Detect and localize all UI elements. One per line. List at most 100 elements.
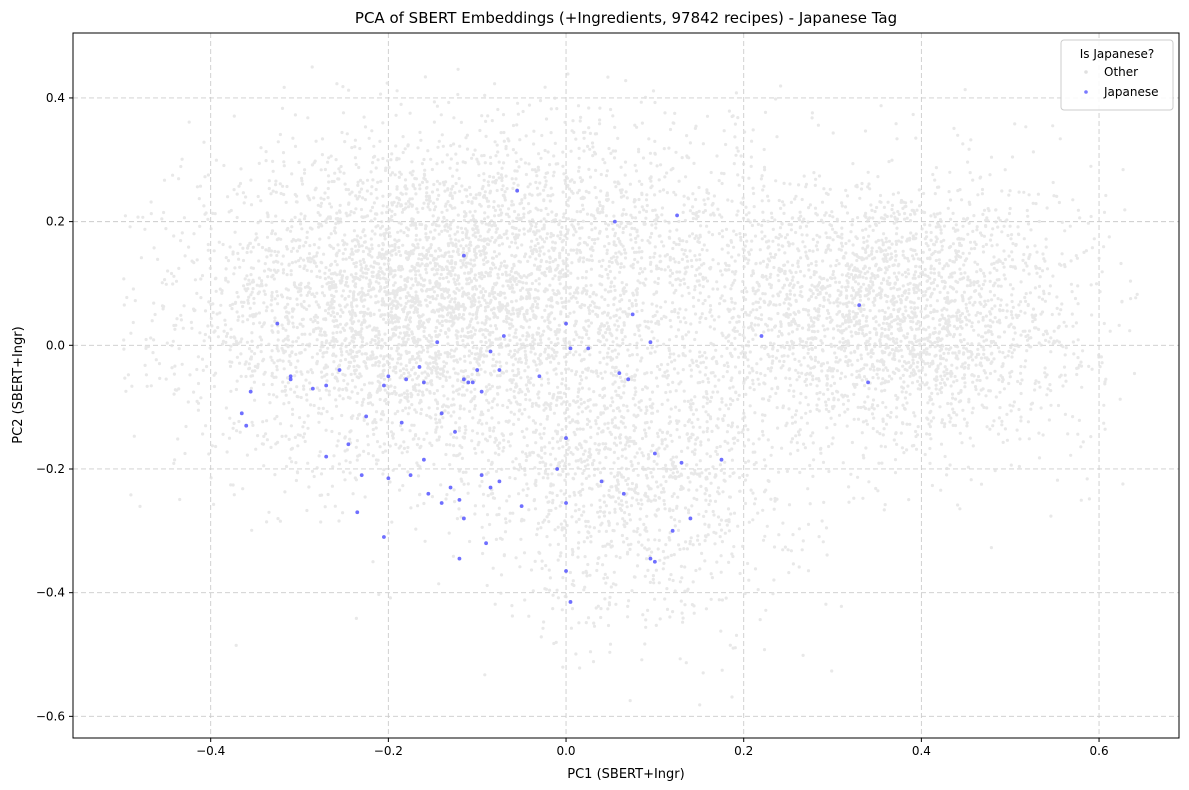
grid: [73, 33, 1179, 738]
japanese-point: [679, 460, 684, 465]
japanese-point: [421, 457, 426, 462]
y-axis-ticks: −0.6 −0.4 −0.2 0.0 0.2 0.4: [36, 91, 73, 723]
japanese-point: [857, 303, 862, 308]
japanese-point: [568, 346, 573, 351]
japanese-point: [288, 374, 293, 379]
japanese-point: [475, 368, 480, 372]
legend-marker-japanese: [1084, 90, 1088, 94]
x-tick-label: 0.2: [734, 744, 753, 758]
japanese-point: [866, 380, 870, 385]
japanese-point: [399, 420, 404, 425]
japanese-point: [461, 253, 466, 258]
japanese-point: [248, 389, 253, 394]
japanese-point: [719, 457, 724, 462]
japanese-point: [630, 312, 635, 317]
x-tick-label: 0.0: [556, 744, 575, 758]
japanese-point: [386, 374, 391, 379]
series-japanese: [239, 188, 870, 604]
japanese-point: [439, 501, 444, 505]
japanese-point: [564, 321, 568, 326]
x-tick-label: −0.2: [374, 744, 403, 758]
japanese-point: [617, 371, 622, 376]
y-tick-label: −0.2: [36, 462, 65, 476]
japanese-point: [488, 485, 493, 490]
japanese-point: [555, 467, 560, 471]
japanese-point: [435, 340, 440, 345]
legend-marker-other: [1084, 70, 1088, 74]
japanese-point: [244, 423, 249, 428]
y-tick-label: −0.6: [36, 709, 65, 723]
japanese-point: [404, 377, 409, 382]
japanese-point: [453, 429, 457, 434]
x-tick-label: 0.4: [912, 744, 931, 758]
japanese-point: [515, 188, 520, 193]
japanese-point: [324, 454, 329, 459]
legend-label-japanese: Japanese: [1103, 85, 1159, 99]
y-tick-label: 0.2: [46, 215, 65, 229]
japanese-point: [612, 219, 617, 224]
japanese-point: [382, 535, 386, 539]
japanese-point: [599, 479, 604, 484]
japanese-point: [466, 380, 471, 385]
japanese-point: [364, 414, 369, 419]
chart-title: PCA of SBERT Embeddings (+Ingredients, 9…: [355, 9, 897, 27]
japanese-point: [488, 349, 493, 354]
japanese-point: [355, 510, 360, 515]
japanese-point: [648, 340, 653, 345]
y-tick-label: 0.0: [46, 338, 65, 352]
japanese-point: [670, 528, 675, 533]
x-axis-label: PC1 (SBERT+Ingr): [567, 767, 684, 782]
japanese-point: [652, 559, 657, 564]
y-tick-label: −0.4: [36, 586, 65, 600]
japanese-point: [346, 442, 351, 447]
japanese-point: [461, 516, 466, 521]
japanese-point: [426, 491, 431, 496]
japanese-point: [324, 383, 329, 388]
y-axis-label: PC2 (SBERT+Ingr): [11, 326, 26, 443]
japanese-point: [470, 380, 475, 385]
legend-title: Is Japanese?: [1080, 47, 1154, 61]
x-tick-label: −0.4: [196, 744, 225, 758]
japanese-point: [275, 321, 280, 326]
japanese-point: [564, 501, 568, 505]
japanese-point: [382, 383, 386, 388]
other-point-cloud: [122, 65, 1139, 707]
axes-frame: [72, 32, 1180, 739]
japanese-point: [417, 365, 422, 369]
japanese-point: [626, 377, 631, 382]
japanese-point: [501, 334, 506, 338]
japanese-point: [519, 504, 524, 508]
japanese-point: [564, 569, 568, 573]
japanese-point: [648, 556, 653, 561]
x-axis-ticks: −0.4 −0.2 0.0 0.2 0.4 0.6: [196, 738, 1109, 758]
legend-box: [1060, 39, 1174, 111]
japanese-point: [421, 380, 426, 385]
japanese-point: [457, 498, 462, 502]
japanese-point: [457, 556, 462, 561]
japanese-point: [621, 491, 626, 496]
japanese-point: [461, 377, 466, 382]
japanese-point: [479, 389, 484, 394]
y-tick-label: 0.4: [46, 91, 65, 105]
japanese-point: [408, 473, 413, 478]
japanese-point: [484, 541, 488, 546]
japanese-point: [497, 368, 502, 372]
japanese-point: [288, 377, 293, 382]
japanese-point: [479, 473, 484, 478]
japanese-point: [448, 485, 453, 490]
japanese-point: [337, 368, 342, 372]
japanese-point: [652, 451, 657, 456]
japanese-point: [239, 411, 244, 416]
japanese-point: [564, 436, 568, 440]
japanese-point: [537, 374, 542, 379]
japanese-point: [439, 411, 444, 416]
japanese-point: [359, 473, 364, 478]
legend-label-other: Other: [1104, 65, 1138, 79]
japanese-point: [310, 386, 315, 391]
japanese-point: [586, 346, 591, 351]
japanese-point: [759, 334, 764, 338]
series-other: [122, 65, 1139, 707]
japanese-point: [386, 476, 391, 481]
